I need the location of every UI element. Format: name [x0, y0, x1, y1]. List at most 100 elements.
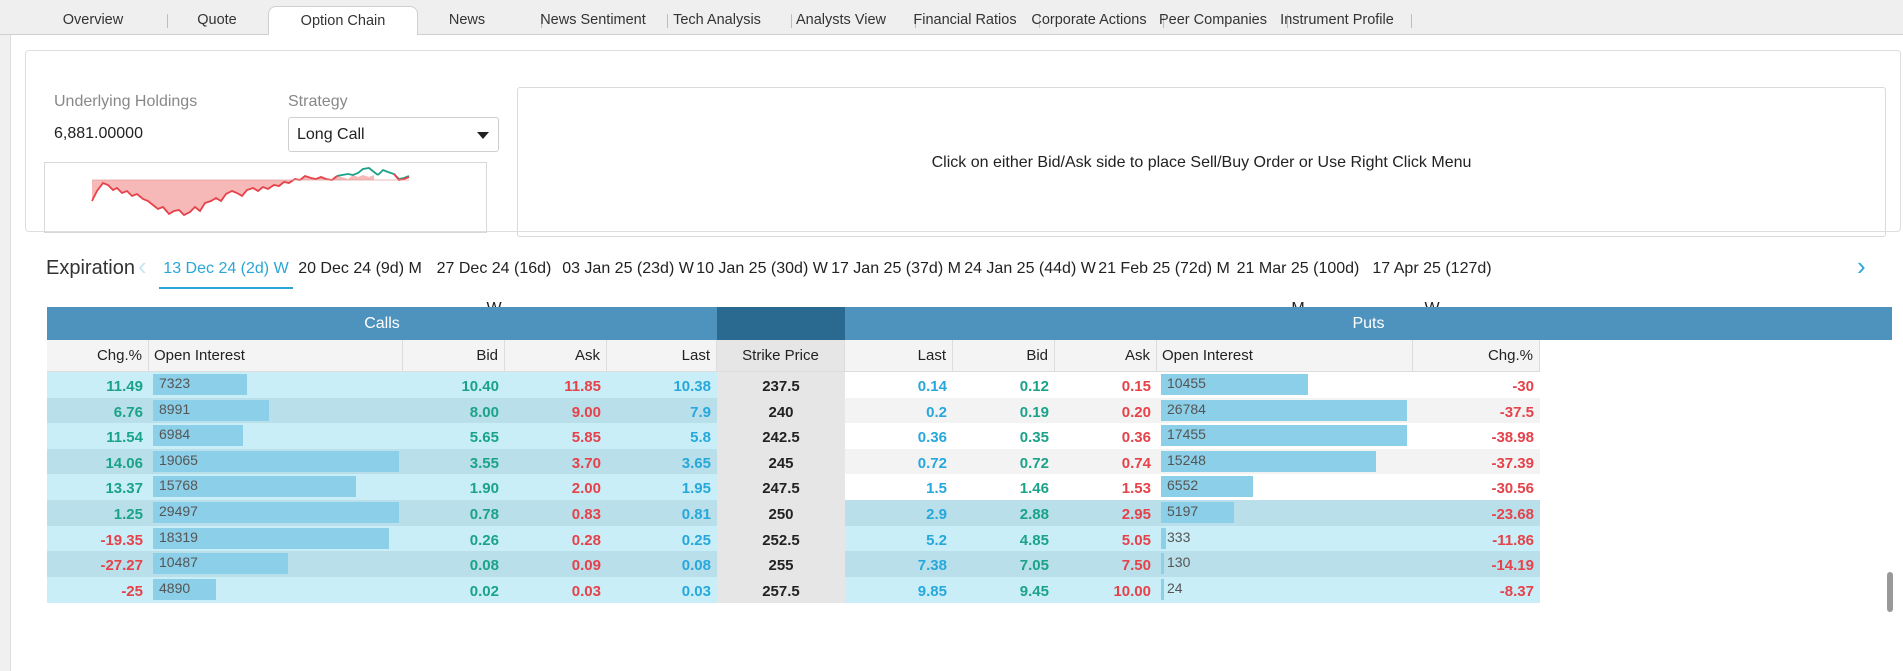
cell-put-bid[interactable]: 0.19	[953, 397, 1055, 424]
header-put-chg[interactable]: Chg.%	[1413, 340, 1540, 372]
cell-put-last: 0.36	[845, 423, 953, 450]
cell-call-last: 5.8	[607, 423, 717, 450]
chevron-down-icon	[477, 132, 489, 139]
sparkline-line-red-2	[393, 173, 410, 181]
cell-call-ask[interactable]: 0.28	[505, 525, 607, 552]
cell-put-bid[interactable]: 9.45	[953, 576, 1055, 603]
tab-tech-analysis[interactable]: Tech Analysis	[642, 6, 792, 34]
expiration-tab[interactable]: 13 Dec 24 (2d) W	[159, 249, 293, 289]
tab-news-sentiment[interactable]: News Sentiment	[518, 6, 668, 34]
cell-put-bid[interactable]: 4.85	[953, 525, 1055, 552]
open-interest-bar	[153, 553, 289, 575]
cell-put-ask[interactable]: 0.20	[1055, 397, 1157, 424]
cell-call-ask[interactable]: 5.85	[505, 423, 607, 450]
expiration-tab[interactable]: 17 Jan 25 (37d) M	[831, 260, 961, 277]
header-put-oi[interactable]: Open Interest	[1157, 340, 1413, 372]
tab-news[interactable]: News	[392, 6, 542, 34]
table-scrollbar[interactable]	[1887, 572, 1893, 612]
expiration-tab[interactable]: 10 Jan 25 (30d) W	[696, 260, 828, 277]
header-call-ask[interactable]: Ask	[505, 340, 607, 372]
cell-call-bid[interactable]: 3.55	[403, 448, 505, 475]
cell-call-last: 1.95	[607, 474, 717, 501]
cell-put-last: 0.72	[845, 448, 953, 475]
cell-put-ask[interactable]: 10.00	[1055, 576, 1157, 603]
cell-put-bid[interactable]: 0.72	[953, 448, 1055, 475]
cell-put-chg: -37.5	[1413, 397, 1540, 424]
cell-call-ask[interactable]: 0.09	[505, 551, 607, 578]
header-strike[interactable]: Strike Price	[717, 340, 845, 372]
header-put-last[interactable]: Last	[845, 340, 953, 372]
expiration-tab[interactable]: 17 Apr 25 (127d) W	[1372, 260, 1492, 317]
cell-strike: 245	[717, 448, 845, 475]
tab-financial-ratios[interactable]: Financial Ratios	[890, 6, 1040, 34]
open-interest-bar	[153, 527, 390, 549]
header-put-bid[interactable]: Bid	[953, 340, 1055, 372]
tab-option-chain[interactable]: Option Chain	[268, 6, 418, 36]
cell-put-chg: -30.56	[1413, 474, 1540, 501]
open-interest-bar	[1161, 502, 1235, 523]
cell-call-bid[interactable]: 1.90	[403, 474, 505, 501]
cell-strike: 242.5	[717, 423, 845, 450]
cell-call-oi: 4890	[149, 576, 403, 603]
cell-call-ask[interactable]: 2.00	[505, 474, 607, 501]
cell-put-ask[interactable]: 0.15	[1055, 372, 1157, 398]
expiration-tab[interactable]: 20 Dec 24 (9d) M	[298, 260, 422, 277]
cell-call-bid[interactable]: 0.26	[403, 525, 505, 552]
cell-call-chg: 11.54	[47, 423, 149, 450]
cell-put-ask[interactable]: 2.95	[1055, 500, 1157, 526]
cell-put-bid[interactable]: 1.46	[953, 474, 1055, 501]
strike-group-header	[717, 307, 845, 340]
table-row: 11.49 7323 10.40 11.85 10.38 237.5 0.14 0.12 0.1…	[47, 372, 1892, 398]
header-call-oi[interactable]: Open Interest	[149, 340, 403, 372]
header-call-bid[interactable]: Bid	[403, 340, 505, 372]
cell-put-chg: -23.68	[1413, 500, 1540, 526]
cell-put-ask[interactable]: 0.36	[1055, 423, 1157, 450]
cell-put-bid[interactable]: 0.35	[953, 423, 1055, 450]
expiration-tab[interactable]: 21 Feb 25 (72d) M	[1098, 260, 1230, 277]
cell-call-ask[interactable]: 0.03	[505, 576, 607, 603]
chevron-left-icon[interactable]: ‹	[138, 251, 147, 281]
expiration-tab[interactable]: 24 Jan 25 (44d) W	[964, 260, 1096, 277]
module-tab-bar: Overview Quote Option Chain News News Sentim…	[0, 0, 1903, 36]
chevron-right-icon[interactable]: ›	[1857, 251, 1866, 281]
cell-call-bid[interactable]: 10.40	[403, 372, 505, 398]
cell-call-ask[interactable]: 3.70	[505, 448, 607, 475]
cell-call-oi: 29497	[149, 500, 403, 526]
cell-call-chg: 11.49	[47, 372, 149, 398]
header-put-ask[interactable]: Ask	[1055, 340, 1157, 372]
cell-call-bid[interactable]: 0.02	[403, 576, 505, 603]
cell-call-last: 0.81	[607, 500, 717, 526]
cell-call-bid[interactable]: 5.65	[403, 423, 505, 450]
cell-call-oi: 8991	[149, 397, 403, 424]
cell-call-bid[interactable]: 0.08	[403, 551, 505, 578]
tab-overview[interactable]: Overview	[18, 6, 168, 34]
expiration-tab[interactable]: 03 Jan 25 (23d) W	[562, 260, 694, 277]
tab-analysts-view[interactable]: Analysts View	[766, 6, 916, 34]
cell-put-bid[interactable]: 7.05	[953, 551, 1055, 578]
tab-corporate-actions[interactable]: Corporate Actions	[1014, 6, 1164, 34]
cell-put-ask[interactable]: 1.53	[1055, 474, 1157, 501]
cell-put-ask[interactable]: 7.50	[1055, 551, 1157, 578]
cell-put-ask[interactable]: 5.05	[1055, 525, 1157, 552]
cell-call-last: 0.25	[607, 525, 717, 552]
header-call-last[interactable]: Last	[607, 340, 717, 372]
header-call-chg[interactable]: Chg.%	[47, 340, 149, 372]
puts-group-header: Puts	[845, 307, 1892, 340]
expiration-tab[interactable]: 21 Mar 25 (100d) M	[1236, 260, 1360, 317]
tab-peer-companies[interactable]: Peer Companies	[1138, 6, 1288, 34]
cell-call-ask[interactable]: 9.00	[505, 397, 607, 424]
cell-strike: 247.5	[717, 474, 845, 501]
open-interest-value: 7323	[159, 375, 191, 391]
cell-call-ask[interactable]: 11.85	[505, 372, 607, 398]
cell-call-bid[interactable]: 8.00	[403, 397, 505, 424]
cell-call-bid[interactable]: 0.78	[403, 500, 505, 526]
expiration-tab[interactable]: 27 Dec 24 (16d) W	[436, 260, 552, 317]
cell-put-bid[interactable]: 0.12	[953, 372, 1055, 398]
strategy-select[interactable]: Long Call	[288, 117, 499, 152]
tab-instrument-profile[interactable]: Instrument Profile	[1262, 6, 1412, 34]
cell-put-bid[interactable]: 2.88	[953, 500, 1055, 526]
cell-put-chg: -38.98	[1413, 423, 1540, 450]
cell-put-ask[interactable]: 0.74	[1055, 448, 1157, 475]
cell-call-ask[interactable]: 0.83	[505, 500, 607, 526]
cell-call-oi: 18319	[149, 525, 403, 552]
